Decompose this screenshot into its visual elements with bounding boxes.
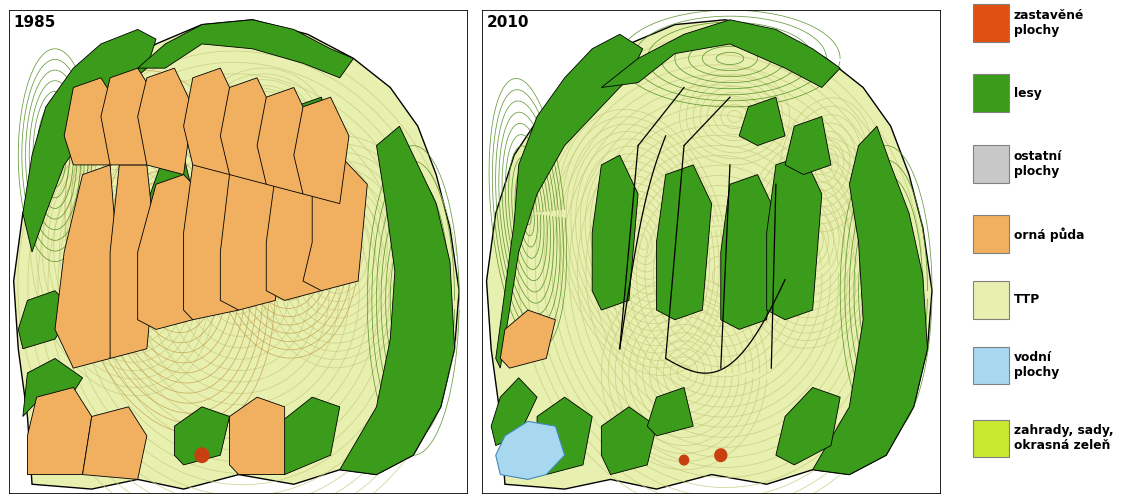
Polygon shape xyxy=(137,68,193,174)
Text: vodní
plochy: vodní plochy xyxy=(1014,351,1059,380)
Polygon shape xyxy=(257,88,312,194)
Polygon shape xyxy=(601,20,840,88)
Polygon shape xyxy=(18,291,74,349)
Polygon shape xyxy=(785,116,831,174)
FancyBboxPatch shape xyxy=(973,4,1009,41)
Polygon shape xyxy=(340,126,455,475)
Polygon shape xyxy=(500,310,556,368)
Polygon shape xyxy=(14,20,459,489)
Polygon shape xyxy=(776,388,840,465)
Polygon shape xyxy=(721,174,776,330)
Polygon shape xyxy=(27,388,92,475)
Polygon shape xyxy=(23,29,156,252)
Polygon shape xyxy=(601,407,657,475)
Polygon shape xyxy=(496,34,643,368)
Polygon shape xyxy=(303,155,367,291)
Polygon shape xyxy=(496,421,565,479)
Text: orná půda: orná půda xyxy=(1014,227,1084,241)
Polygon shape xyxy=(56,165,119,368)
Polygon shape xyxy=(184,155,248,320)
Polygon shape xyxy=(767,155,822,320)
Polygon shape xyxy=(538,397,592,475)
Polygon shape xyxy=(294,97,349,204)
Polygon shape xyxy=(220,78,276,184)
Polygon shape xyxy=(266,397,340,475)
Polygon shape xyxy=(175,407,229,465)
Polygon shape xyxy=(266,165,331,300)
Polygon shape xyxy=(739,97,785,146)
Polygon shape xyxy=(276,97,331,174)
Polygon shape xyxy=(813,126,928,475)
Text: ostatní
plochy: ostatní plochy xyxy=(1014,150,1063,178)
Polygon shape xyxy=(137,20,354,78)
FancyBboxPatch shape xyxy=(973,145,1009,183)
Polygon shape xyxy=(486,20,932,489)
Polygon shape xyxy=(101,68,156,165)
Polygon shape xyxy=(491,378,538,446)
Polygon shape xyxy=(65,78,119,165)
Polygon shape xyxy=(592,155,638,310)
Polygon shape xyxy=(83,407,147,479)
FancyBboxPatch shape xyxy=(973,419,1009,458)
Text: 2010: 2010 xyxy=(486,15,530,30)
Circle shape xyxy=(679,455,688,465)
Polygon shape xyxy=(220,165,285,310)
FancyBboxPatch shape xyxy=(973,74,1009,112)
Polygon shape xyxy=(184,68,239,174)
Text: 1985: 1985 xyxy=(14,15,56,30)
FancyBboxPatch shape xyxy=(973,216,1009,253)
Polygon shape xyxy=(23,358,83,416)
Text: zastavěné
plochy: zastavěné plochy xyxy=(1014,9,1084,37)
Polygon shape xyxy=(110,165,156,358)
Polygon shape xyxy=(229,397,285,475)
FancyBboxPatch shape xyxy=(973,281,1009,319)
Circle shape xyxy=(714,449,727,462)
FancyBboxPatch shape xyxy=(973,347,1009,384)
Polygon shape xyxy=(147,155,193,233)
Text: zahrady, sady,
okrasná zeleň: zahrady, sady, okrasná zeleň xyxy=(1014,424,1114,453)
Text: lesy: lesy xyxy=(1014,87,1042,100)
Circle shape xyxy=(195,448,209,463)
Polygon shape xyxy=(657,165,712,320)
Polygon shape xyxy=(220,184,266,262)
Polygon shape xyxy=(137,174,202,330)
Polygon shape xyxy=(648,388,693,436)
Text: TTP: TTP xyxy=(1014,293,1040,306)
